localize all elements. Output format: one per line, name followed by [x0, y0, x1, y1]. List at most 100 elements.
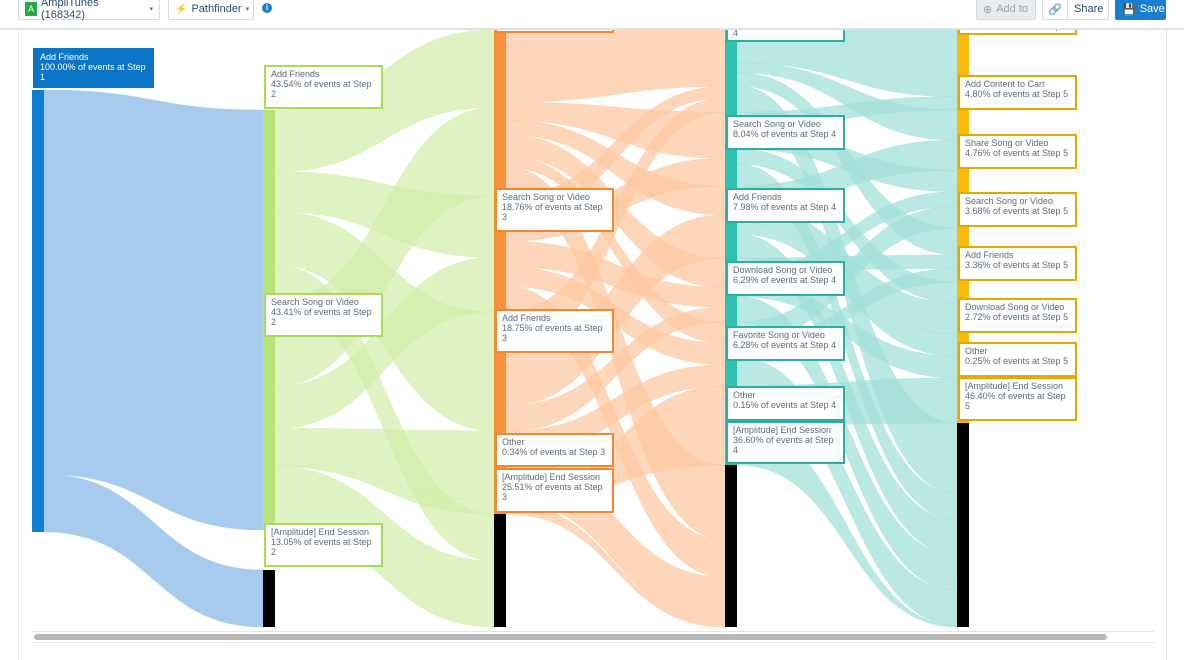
node-percentage: 2.72% of events at Step 5 — [965, 312, 1069, 322]
node-label[interactable]: Favorite Song or Video 6.28% of events at… — [726, 326, 845, 361]
node-percentage: 4.80% of events at Step 5 — [965, 89, 1069, 99]
node-percentage: 36.60% of events at Step 4 — [733, 435, 834, 455]
link-button[interactable]: 🔗 — [1042, 0, 1068, 20]
node-name: [Amplitude] End Session — [271, 527, 370, 537]
node-percentage: 8.04% of events at Step 4 — [733, 129, 837, 139]
node-name: Add Friends — [965, 250, 1014, 260]
node-label[interactable]: [Amplitude] End Session 13.05% of events … — [264, 523, 383, 567]
node-label[interactable]: [Amplitude] End Session 36.60% of events … — [726, 421, 845, 464]
add-to-button[interactable]: ⊕ Add to — [976, 0, 1036, 20]
node-label[interactable]: Add Friends 7.98% of events at Step 4 — [726, 188, 845, 223]
node-percentage: 25.51% of events at Step 3 — [502, 482, 603, 502]
project-selector[interactable]: A AmpliTunes (168342) ▾ — [18, 0, 160, 21]
node-percentage: 18.75% of events at Step 3 — [502, 323, 603, 343]
node-percentage: 6.28% of events at Step 4 — [733, 340, 837, 350]
node-percentage: 0.25% of events at Step 5 — [965, 356, 1069, 366]
save-label: Save — [1139, 3, 1165, 15]
info-icon[interactable]: i — [262, 3, 272, 13]
node-label[interactable]: Add Friends 3.36% of events at Step 5 — [958, 246, 1077, 281]
node-name: Search Song or Video — [733, 119, 821, 129]
node-name: Add Friends — [271, 69, 320, 79]
node-label[interactable]: Other 0.34% of events at Step 3 — [495, 433, 614, 467]
share-button[interactable]: Share — [1067, 0, 1109, 20]
chart-type-label: Pathfinder — [191, 3, 242, 15]
node-name: Share Song or Video — [965, 138, 1049, 148]
scrollbar-thumb[interactable] — [34, 634, 1107, 640]
node-percentage: 0.15% of events at Step 4 — [733, 400, 837, 410]
node-label[interactable]: Other 0.25% of events at Step 5 — [958, 342, 1077, 377]
node-name: Download Song or Video — [965, 302, 1065, 312]
node-label[interactable]: Search Song or Video 3.68% of events at S… — [958, 192, 1077, 227]
chevron-down-icon: ▾ — [149, 6, 153, 13]
node-name: Other — [733, 390, 756, 400]
node-label[interactable]: Add Friends 43.54% of events at Step 2 — [264, 65, 383, 109]
node-name: Search Song or Video — [271, 297, 359, 307]
flow-link[interactable] — [505, 307, 726, 432]
node-percentage: 13.05% of events at Step 2 — [271, 537, 372, 557]
node-label[interactable]: Download Song or Video 2.72% of events at… — [958, 298, 1077, 333]
flow-link[interactable] — [274, 465, 495, 515]
add-to-label: Add to — [996, 3, 1029, 15]
node-label[interactable]: Add Friends 100.00% of events at Step 1 — [33, 48, 154, 88]
node-name: [Amplitude] End Session — [502, 472, 601, 482]
node-label[interactable]: Other 0.15% of events at Step 4 — [726, 386, 845, 421]
node-percentage: 4.76% of events at Step 5 — [965, 148, 1069, 158]
node-name: Favorite Song or Video — [733, 330, 825, 340]
node-percentage: 43.41% of events at Step 2 — [271, 307, 372, 327]
save-button[interactable]: 💾 Save — [1115, 0, 1166, 20]
horizontal-scrollbar[interactable] — [32, 631, 1154, 643]
node-name: Download Song or Video — [733, 265, 833, 275]
node-percentage: 0.34% of events at Step 3 — [502, 447, 606, 457]
save-icon: 💾 — [1122, 3, 1136, 16]
chart-type-selector[interactable]: ⚡ Pathfinder ▾ — [168, 0, 254, 20]
node-label[interactable]: Search Song or Video 43.41% of events at … — [264, 293, 383, 337]
node-label[interactable]: Search Song or Video 8.04% of events at S… — [726, 115, 845, 150]
link-icon: 🔗 — [1048, 3, 1062, 16]
node-label[interactable]: Share Song or Video 4.76% of events at St… — [958, 134, 1077, 169]
node-label[interactable]: [Amplitude] End Session 25.51% of events … — [495, 468, 614, 513]
node-name: Add Friends — [40, 52, 89, 62]
plus-circle-icon: ⊕ — [983, 3, 993, 16]
chart-card — [18, 30, 1167, 660]
project-name: AmpliTunes (168342) — [40, 0, 99, 21]
flow-link[interactable] — [43, 89, 264, 303]
toolbar: A AmpliTunes (168342) ▾ ⚡ Pathfinder ▾ i… — [0, 0, 1184, 30]
node-percentage: 6.29% of events at Step 4 — [733, 275, 837, 285]
node-bar[interactable] — [263, 570, 275, 627]
node-bar[interactable] — [494, 514, 506, 627]
node-name: Add Friends — [502, 313, 551, 323]
node-bar[interactable] — [263, 110, 275, 302]
node-label[interactable]: Add Friends 18.75% of events at Step 3 — [495, 309, 614, 353]
node-name: Other — [965, 346, 988, 356]
flow-link[interactable] — [43, 282, 264, 531]
node-bar[interactable] — [725, 30, 737, 112]
node-label[interactable]: Add Content to Cart 4.80% of events at St… — [958, 75, 1077, 110]
node-label[interactable]: [Amplitude] End Session 46.40% of events … — [958, 377, 1077, 421]
node-percentage: 100.00% of events at Step 1 — [40, 62, 146, 82]
node-percentage: 4 — [733, 28, 739, 38]
pathfinder-icon: ⚡ — [175, 3, 188, 15]
node-percentage: 43.54% of events at Step 2 — [271, 79, 372, 99]
node-percentage: 3.36% of events at Step 5 — [965, 260, 1069, 270]
node-name: Search Song or Video — [502, 192, 590, 202]
node-bar[interactable] — [957, 423, 969, 627]
share-label: Share — [1074, 3, 1104, 15]
node-label[interactable]: Search Song or Video 18.76% of events at … — [495, 188, 614, 232]
node-name: [Amplitude] End Session — [965, 381, 1064, 391]
node-percentage: 3.68% of events at Step 5 — [965, 206, 1069, 216]
node-bar[interactable] — [725, 465, 737, 627]
node-percentage: 18.76% of events at Step 3 — [502, 202, 603, 222]
node-label[interactable]: Download Song or Video 6.29% of events at… — [726, 261, 845, 296]
node-name: Other — [502, 437, 525, 447]
node-bar[interactable] — [494, 30, 506, 196]
node-name: Add Content to Cart — [965, 79, 1045, 89]
node-name: Add Friends — [733, 192, 782, 202]
node-name: [Amplitude] End Session — [733, 425, 832, 435]
node-bar[interactable] — [32, 90, 44, 532]
node-bar[interactable] — [263, 302, 275, 530]
node-name: Search Song or Video — [965, 196, 1053, 206]
flow-link[interactable] — [505, 97, 726, 355]
node-percentage: 46.40% of events at Step 5 — [965, 391, 1066, 411]
chevron-down-icon: ▾ — [245, 6, 250, 13]
